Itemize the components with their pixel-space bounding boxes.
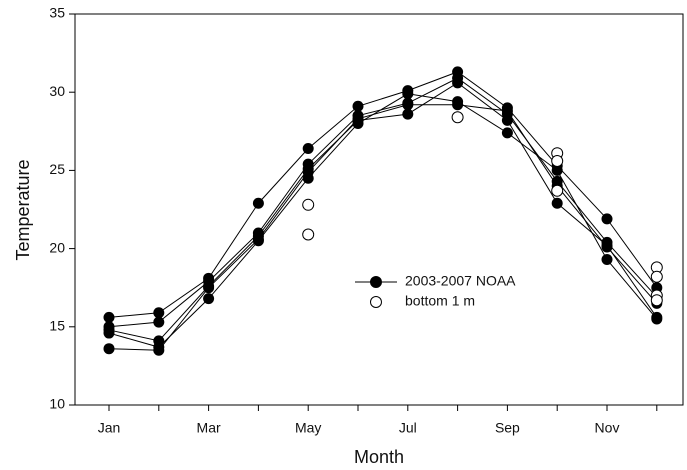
x-tick-label: Jan [98, 420, 121, 436]
data-point [501, 114, 513, 126]
data-point [651, 313, 663, 325]
data-point [153, 344, 165, 356]
data-line [108, 77, 658, 328]
data-point [203, 282, 215, 294]
plot-frame [74, 13, 684, 406]
data-point-open [650, 294, 663, 307]
data-point-open [650, 270, 663, 283]
data-line [108, 71, 658, 318]
legend-label: bottom 1 m [405, 293, 475, 309]
data-point [601, 213, 613, 225]
data-point [402, 108, 414, 120]
x-tick-label: Sep [495, 420, 520, 436]
x-tick-label: Jul [399, 420, 417, 436]
data-point [302, 166, 314, 178]
data-point-open [302, 228, 315, 241]
y-tick-label: 25 [49, 161, 65, 177]
data-point [551, 197, 563, 209]
data-line [108, 93, 658, 348]
x-axis-title: Month [354, 447, 404, 467]
data-point [103, 343, 115, 355]
data-point [501, 127, 513, 139]
data-point [402, 88, 414, 100]
legend-label: 2003-2007 NOAA [405, 273, 516, 289]
y-tick-label: 30 [49, 83, 65, 99]
data-point [103, 311, 115, 323]
data-point-open [551, 184, 564, 197]
data-point [601, 254, 613, 266]
data-point-open [551, 155, 564, 168]
data-point [601, 241, 613, 253]
data-point [452, 99, 464, 111]
legend-marker [370, 276, 382, 288]
data-point [252, 197, 264, 209]
data-point [501, 105, 513, 117]
y-tick-label: 35 [49, 5, 65, 21]
y-axis-title: Temperature [13, 159, 33, 260]
data-point [352, 100, 364, 112]
data-point-open [451, 111, 464, 124]
x-tick-label: Nov [595, 420, 620, 436]
y-tick-label: 10 [49, 396, 65, 412]
y-tick-label: 20 [49, 239, 65, 255]
x-tick-label: May [295, 420, 321, 436]
data-point [551, 164, 563, 176]
data-point [352, 113, 364, 125]
data-point [302, 143, 314, 155]
data-point [153, 316, 165, 328]
data-point [203, 293, 215, 305]
data-point [402, 99, 414, 111]
data-point [153, 307, 165, 319]
data-line [108, 104, 658, 351]
x-tick-label: Mar [197, 420, 221, 436]
data-point-open [302, 198, 315, 211]
data-point [103, 327, 115, 339]
legend-marker [370, 296, 382, 308]
data-point [252, 233, 264, 245]
data-line [108, 82, 658, 342]
data-point [452, 77, 464, 89]
y-tick-label: 15 [49, 318, 65, 334]
